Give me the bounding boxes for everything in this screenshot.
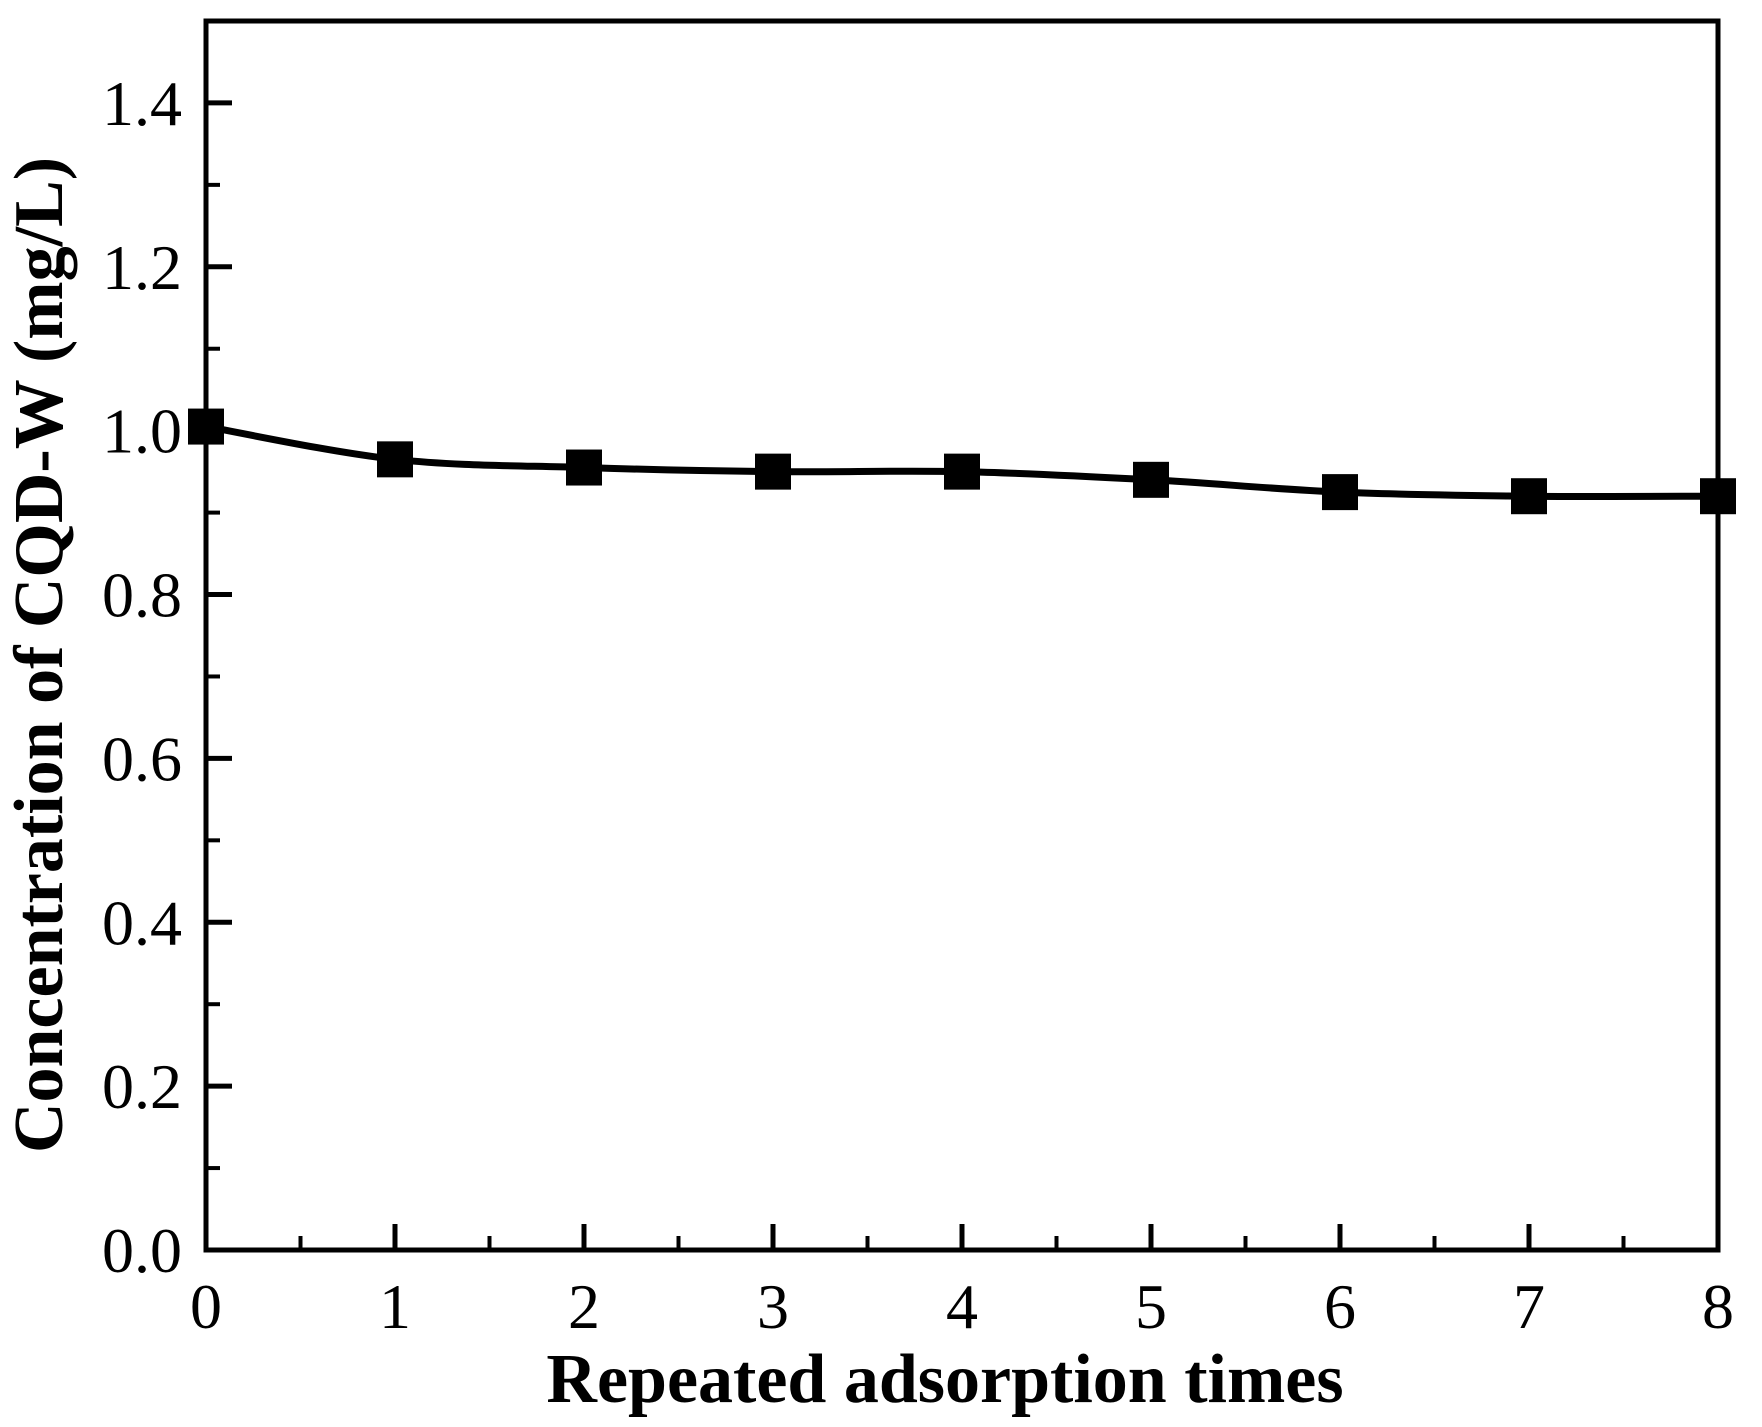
x-tick-label: 2 — [568, 1271, 600, 1342]
data-point-marker — [1511, 478, 1547, 515]
x-tick-label: 8 — [1702, 1271, 1734, 1342]
x-axis-title: Repeated adsorption times — [546, 1341, 1343, 1418]
data-point-marker — [566, 449, 602, 486]
data-point-marker — [1322, 474, 1358, 511]
axis-ticks — [203, 100, 1721, 1253]
x-tick-label: 0 — [190, 1271, 222, 1342]
data-point-marker — [377, 441, 413, 478]
x-tick-label: 1 — [379, 1271, 411, 1342]
x-tick-label: 5 — [1135, 1271, 1167, 1342]
x-tick-label: 7 — [1513, 1271, 1545, 1342]
y-tick-label: 0.8 — [102, 560, 182, 631]
data-point-marker — [1133, 461, 1169, 498]
data-point-marker — [944, 453, 980, 490]
y-tick-label: 0.6 — [102, 723, 182, 794]
x-tick-label: 4 — [946, 1271, 978, 1342]
axis-tick-labels: 0.0 0.2 0.4 0.6 0.8 1.0 1.2 1.4 0 1 2 3 4 5 6 7 8 — [102, 68, 1734, 1342]
x-tick-label: 3 — [757, 1271, 789, 1342]
y-axis-title: Concentration of CQD-W (mg/L) — [1, 157, 78, 1153]
y-tick-label: 0.2 — [102, 1051, 182, 1122]
data-series — [188, 408, 1736, 515]
y-tick-label: 0.0 — [102, 1215, 182, 1286]
x-tick-label: 6 — [1324, 1271, 1356, 1342]
data-point-marker — [755, 453, 791, 490]
y-tick-label: 1.2 — [102, 232, 182, 303]
y-tick-label: 1.4 — [102, 68, 182, 139]
y-tick-label: 0.4 — [102, 887, 182, 958]
plot-frame — [203, 18, 1721, 1253]
y-tick-label: 1.0 — [102, 396, 182, 467]
